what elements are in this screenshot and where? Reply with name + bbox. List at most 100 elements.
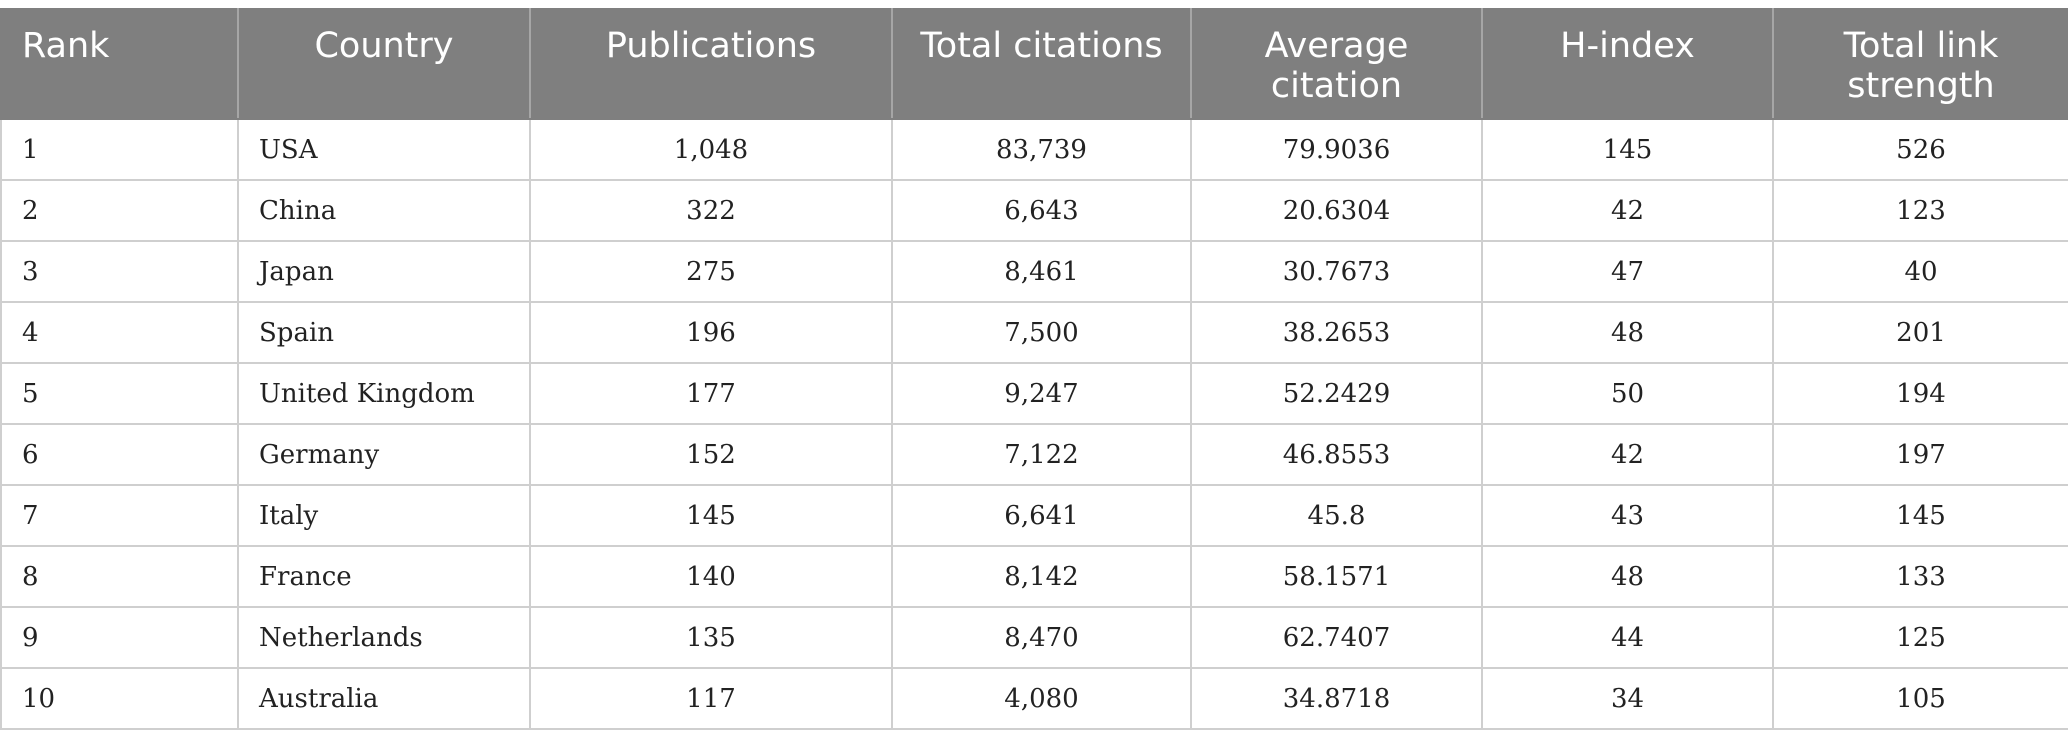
cell-total-citations: 8,470 — [891, 606, 1192, 669]
cell-h-index: 47 — [1481, 240, 1774, 303]
country-ranking-table: Rank Country Publications Total citation… — [0, 8, 2068, 730]
header-publications: Publications — [529, 8, 893, 120]
header-average-citation: Average citation — [1190, 8, 1483, 120]
cell-average-citation: 38.2653 — [1190, 301, 1483, 364]
cell-average-citation: 45.8 — [1190, 484, 1483, 547]
header-total-citations: Total citations — [891, 8, 1192, 120]
cell-total-link-strength: 123 — [1772, 179, 2068, 242]
cell-total-citations: 4,080 — [891, 667, 1192, 730]
cell-total-citations: 6,641 — [891, 484, 1192, 547]
table-row: 3 Japan 275 8,461 30.7673 47 40 — [0, 240, 2068, 303]
cell-rank: 1 — [0, 118, 239, 181]
cell-rank: 4 — [0, 301, 239, 364]
table-row: 4 Spain 196 7,500 38.2653 48 201 — [0, 301, 2068, 364]
cell-publications: 135 — [529, 606, 893, 669]
cell-country: USA — [237, 118, 531, 181]
table-row: 8 France 140 8,142 58.1571 48 133 — [0, 545, 2068, 608]
table-row: 2 China 322 6,643 20.6304 42 123 — [0, 179, 2068, 242]
table-body: 1 USA 1,048 83,739 79.9036 145 526 2 Chi… — [0, 118, 2068, 730]
cell-total-citations: 6,643 — [891, 179, 1192, 242]
cell-publications: 145 — [529, 484, 893, 547]
cell-total-link-strength: 125 — [1772, 606, 2068, 669]
header-average-citation-line2: citation — [1270, 66, 1403, 106]
cell-average-citation: 58.1571 — [1190, 545, 1483, 608]
cell-h-index: 42 — [1481, 179, 1774, 242]
header-row: Rank Country Publications Total citation… — [0, 8, 2068, 120]
cell-average-citation: 20.6304 — [1190, 179, 1483, 242]
header-h-index: H-index — [1481, 8, 1774, 120]
table-row: 10 Australia 117 4,080 34.8718 34 105 — [0, 667, 2068, 730]
table-row: 6 Germany 152 7,122 46.8553 42 197 — [0, 423, 2068, 486]
header-country: Country — [237, 8, 531, 120]
cell-total-citations: 83,739 — [891, 118, 1192, 181]
header-rank: Rank — [0, 8, 239, 120]
cell-h-index: 44 — [1481, 606, 1774, 669]
cell-country: Netherlands — [237, 606, 531, 669]
cell-rank: 10 — [0, 667, 239, 730]
cell-average-citation: 46.8553 — [1190, 423, 1483, 486]
cell-country: United Kingdom — [237, 362, 531, 425]
table-row: 1 USA 1,048 83,739 79.9036 145 526 — [0, 118, 2068, 181]
cell-h-index: 42 — [1481, 423, 1774, 486]
table-row: 5 United Kingdom 177 9,247 52.2429 50 19… — [0, 362, 2068, 425]
cell-rank: 3 — [0, 240, 239, 303]
cell-total-link-strength: 40 — [1772, 240, 2068, 303]
table-row: 9 Netherlands 135 8,470 62.7407 44 125 — [0, 606, 2068, 669]
cell-total-link-strength: 526 — [1772, 118, 2068, 181]
cell-average-citation: 52.2429 — [1190, 362, 1483, 425]
header-total-link-strength-line2: strength — [1847, 66, 1995, 106]
cell-total-link-strength: 194 — [1772, 362, 2068, 425]
table-row: 7 Italy 145 6,641 45.8 43 145 — [0, 484, 2068, 547]
cell-publications: 152 — [529, 423, 893, 486]
cell-publications: 196 — [529, 301, 893, 364]
header-average-citation-line1: Average — [1264, 26, 1409, 66]
cell-country: Japan — [237, 240, 531, 303]
table-header: Rank Country Publications Total citation… — [0, 8, 2068, 120]
cell-h-index: 145 — [1481, 118, 1774, 181]
cell-total-link-strength: 201 — [1772, 301, 2068, 364]
cell-h-index: 34 — [1481, 667, 1774, 730]
header-total-link-strength: Total link strength — [1772, 8, 2068, 120]
cell-total-citations: 7,122 — [891, 423, 1192, 486]
cell-rank: 9 — [0, 606, 239, 669]
cell-country: Italy — [237, 484, 531, 547]
cell-rank: 2 — [0, 179, 239, 242]
cell-h-index: 43 — [1481, 484, 1774, 547]
cell-total-citations: 8,461 — [891, 240, 1192, 303]
cell-average-citation: 30.7673 — [1190, 240, 1483, 303]
country-table-container: Rank Country Publications Total citation… — [0, 8, 2068, 730]
cell-total-link-strength: 145 — [1772, 484, 2068, 547]
cell-total-citations: 8,142 — [891, 545, 1192, 608]
header-rank-label: Rank — [22, 26, 110, 66]
cell-country: Spain — [237, 301, 531, 364]
cell-total-citations: 7,500 — [891, 301, 1192, 364]
cell-publications: 1,048 — [529, 118, 893, 181]
cell-average-citation: 62.7407 — [1190, 606, 1483, 669]
cell-publications: 140 — [529, 545, 893, 608]
cell-rank: 8 — [0, 545, 239, 608]
cell-publications: 177 — [529, 362, 893, 425]
cell-total-link-strength: 197 — [1772, 423, 2068, 486]
cell-h-index: 48 — [1481, 301, 1774, 364]
cell-rank: 6 — [0, 423, 239, 486]
cell-publications: 322 — [529, 179, 893, 242]
cell-country: France — [237, 545, 531, 608]
cell-country: Australia — [237, 667, 531, 730]
header-total-citations-label: Total citations — [920, 26, 1163, 66]
cell-country: China — [237, 179, 531, 242]
header-total-link-strength-line1: Total link — [1843, 26, 1999, 66]
cell-publications: 117 — [529, 667, 893, 730]
cell-average-citation: 34.8718 — [1190, 667, 1483, 730]
cell-h-index: 48 — [1481, 545, 1774, 608]
cell-h-index: 50 — [1481, 362, 1774, 425]
cell-country: Germany — [237, 423, 531, 486]
cell-publications: 275 — [529, 240, 893, 303]
cell-total-citations: 9,247 — [891, 362, 1192, 425]
cell-total-link-strength: 105 — [1772, 667, 2068, 730]
cell-rank: 7 — [0, 484, 239, 547]
header-country-label: Country — [314, 26, 454, 66]
cell-total-link-strength: 133 — [1772, 545, 2068, 608]
cell-average-citation: 79.9036 — [1190, 118, 1483, 181]
header-publications-label: Publications — [605, 26, 817, 66]
header-h-index-label: H-index — [1560, 26, 1695, 66]
